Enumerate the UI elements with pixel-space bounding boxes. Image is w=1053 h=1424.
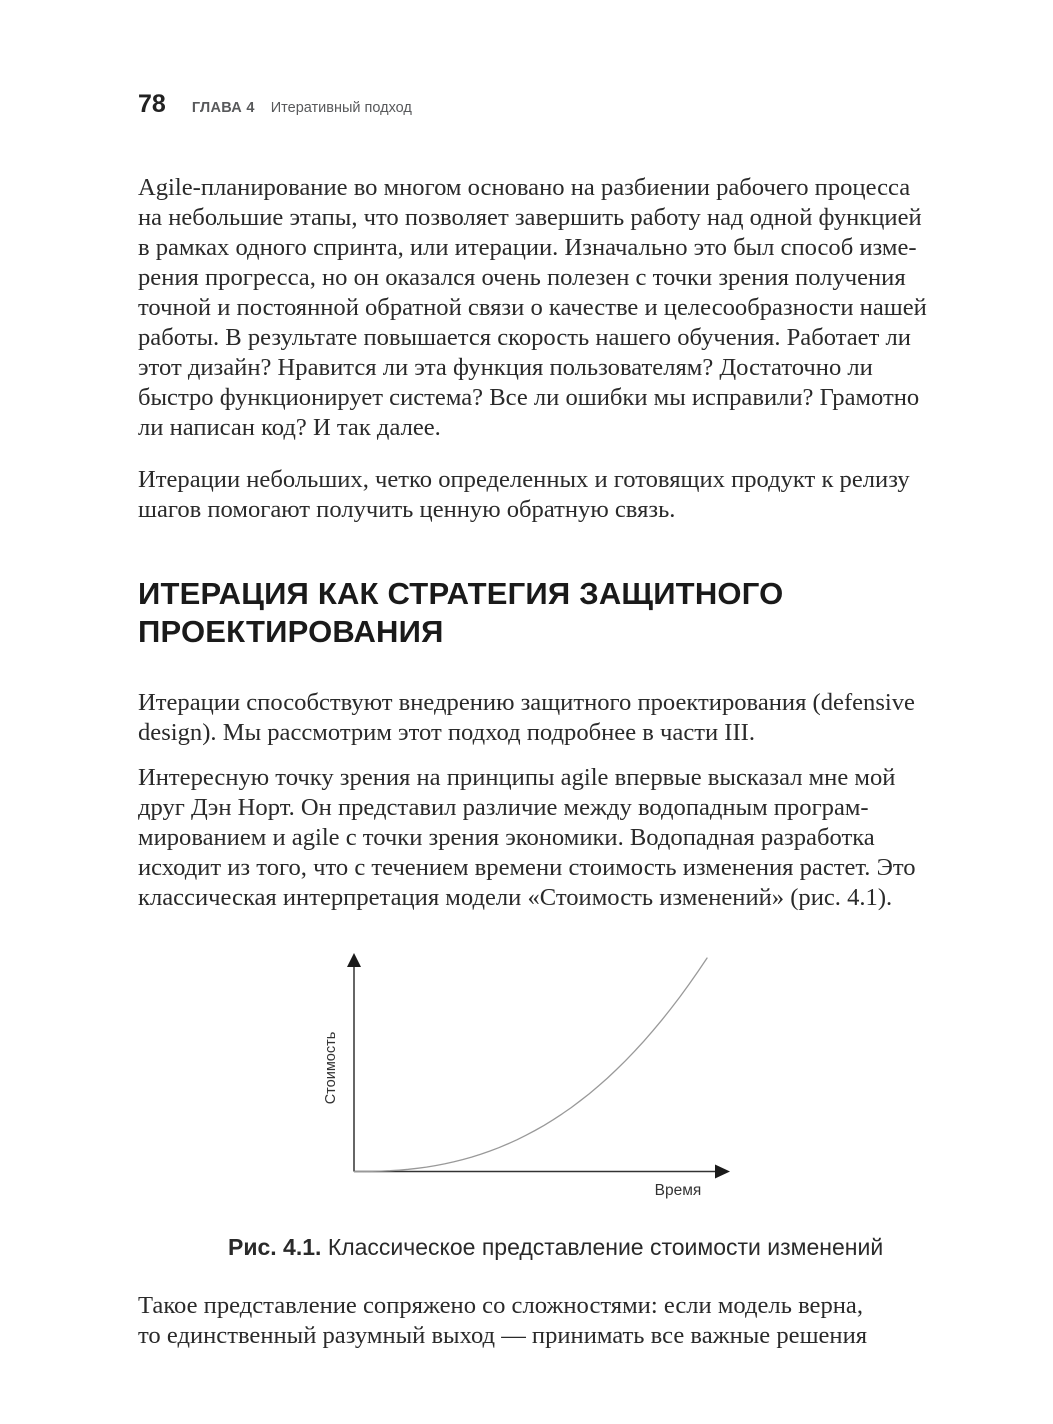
svg-text:Время: Время (655, 1182, 702, 1199)
svg-text:Стоимость: Стоимость (323, 1032, 339, 1105)
